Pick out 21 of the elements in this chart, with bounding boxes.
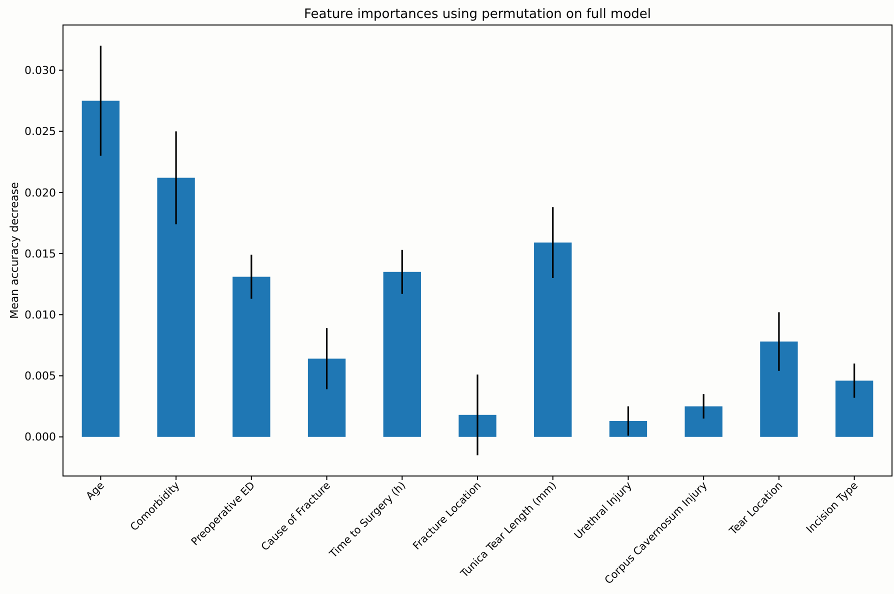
bar bbox=[82, 100, 120, 437]
bar bbox=[458, 414, 496, 437]
bar bbox=[609, 421, 648, 437]
bar bbox=[835, 380, 874, 437]
y-tick-label: 0.010 bbox=[24, 308, 56, 322]
y-axis-title: Mean accuracy decrease bbox=[8, 182, 21, 319]
bar bbox=[760, 342, 798, 437]
x-tick-label: Age bbox=[84, 480, 107, 502]
y-tick-label: 0.030 bbox=[24, 64, 56, 78]
bar bbox=[684, 406, 722, 437]
bar bbox=[383, 272, 421, 437]
bar bbox=[232, 276, 270, 437]
y-tick-label: 0.015 bbox=[24, 247, 56, 260]
y-tick-label: 0.020 bbox=[24, 186, 56, 200]
chart-title: Feature importances using permutation on full model bbox=[304, 7, 652, 22]
bar bbox=[157, 178, 195, 437]
bar bbox=[308, 358, 346, 437]
y-tick-label: 0.000 bbox=[24, 430, 56, 444]
bar bbox=[534, 242, 572, 437]
y-tick-label: 0.005 bbox=[24, 370, 56, 383]
y-tick-label: 0.025 bbox=[24, 125, 56, 138]
